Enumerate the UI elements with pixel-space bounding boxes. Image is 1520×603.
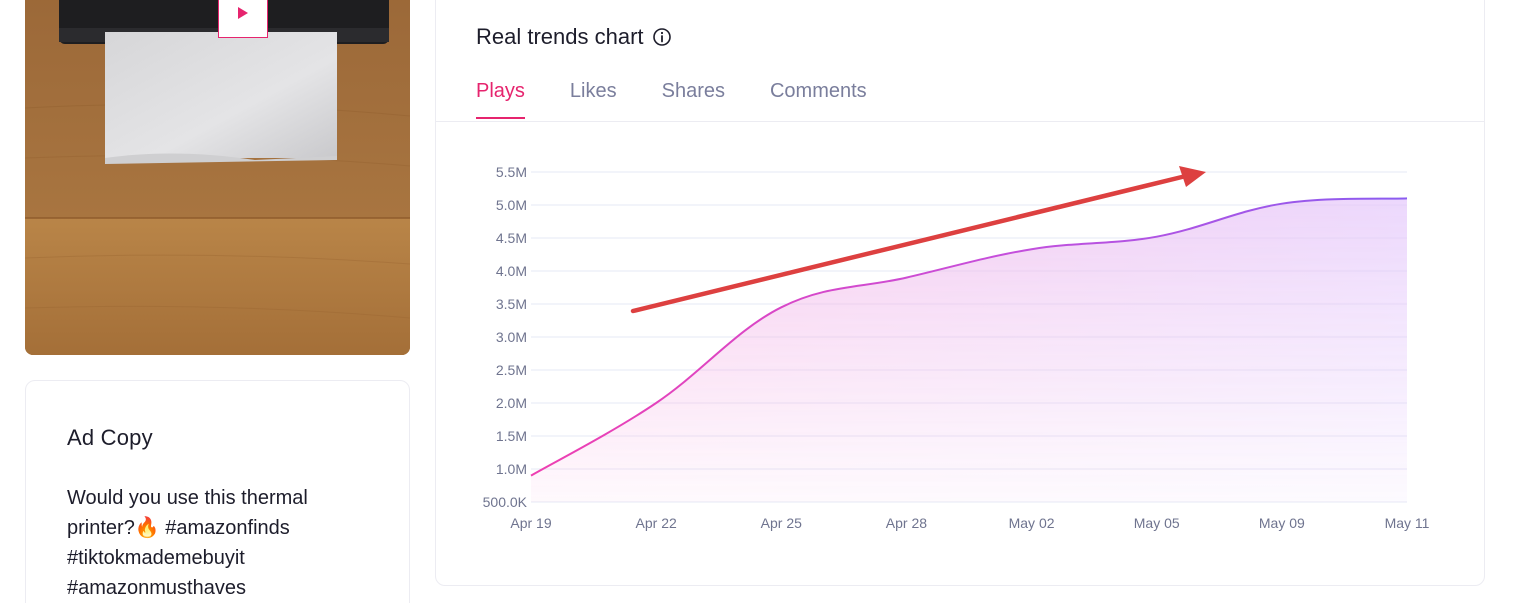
y-tick-label: 2.5M xyxy=(496,362,527,378)
tab-shares[interactable]: Shares xyxy=(661,80,725,102)
plays-series-line xyxy=(530,197,1408,477)
x-tick-label: May 05 xyxy=(1134,515,1180,531)
x-tick-label: May 02 xyxy=(1009,515,1055,531)
info-circle-icon[interactable] xyxy=(652,27,672,47)
ad-copy-line: printer?🔥 #amazonfinds xyxy=(67,517,290,539)
plays-area xyxy=(531,198,1407,502)
ad-copy-text: Would you use this thermal printer?🔥 #am… xyxy=(67,483,387,603)
metric-tabs: Plays Likes Shares Comments xyxy=(476,80,867,119)
y-tick-label: 5.0M xyxy=(496,197,527,213)
y-tick-label: 4.5M xyxy=(496,230,527,246)
play-icon xyxy=(238,6,248,19)
chart-header: Real trends chart xyxy=(476,24,672,50)
tab-divider xyxy=(436,121,1484,122)
video-thumbnail[interactable] xyxy=(25,0,410,355)
ad-copy-line: #amazonmusthaves xyxy=(67,577,246,599)
tab-comments[interactable]: Comments xyxy=(769,80,867,102)
y-tick-label: 5.5M xyxy=(496,164,527,180)
y-tick-label: 1.0M xyxy=(496,461,527,477)
x-tick-label: Apr 22 xyxy=(636,515,677,531)
x-tick-label: Apr 25 xyxy=(761,515,802,531)
y-tick-label: 4.0M xyxy=(496,263,527,279)
ad-copy-line: #tiktokmademebuyit xyxy=(67,547,245,569)
x-tick-label: May 09 xyxy=(1259,515,1305,531)
ad-copy-title: Ad Copy xyxy=(67,425,153,450)
thermal-printer-image xyxy=(25,0,410,355)
y-tick-label: 500.0K xyxy=(483,494,528,510)
plays-area-chart: 500.0K 1.0M 1.5M 2.0M 2.5M 3.0M 3.5M 4.0M 4.5M 5.… xyxy=(483,164,1430,531)
play-button[interactable] xyxy=(218,0,268,38)
y-tick-label: 2.0M xyxy=(496,395,527,411)
tab-plays[interactable]: Plays xyxy=(476,80,525,119)
y-tick-label: 1.5M xyxy=(496,428,527,444)
ad-copy-line: Would you use this thermal xyxy=(67,487,308,509)
chart-title: Real trends chart xyxy=(476,24,644,49)
x-tick-label: Apr 19 xyxy=(510,515,551,531)
tab-likes[interactable]: Likes xyxy=(569,80,617,102)
y-tick-label: 3.0M xyxy=(496,329,527,345)
upward-trend-arrow xyxy=(630,166,1206,314)
y-tick-label: 3.5M xyxy=(496,296,527,312)
x-tick-label: Apr 28 xyxy=(886,515,927,531)
ad-copy-card: Ad Copy Would you use this thermal print… xyxy=(25,380,410,603)
x-tick-label: May 11 xyxy=(1385,515,1430,531)
